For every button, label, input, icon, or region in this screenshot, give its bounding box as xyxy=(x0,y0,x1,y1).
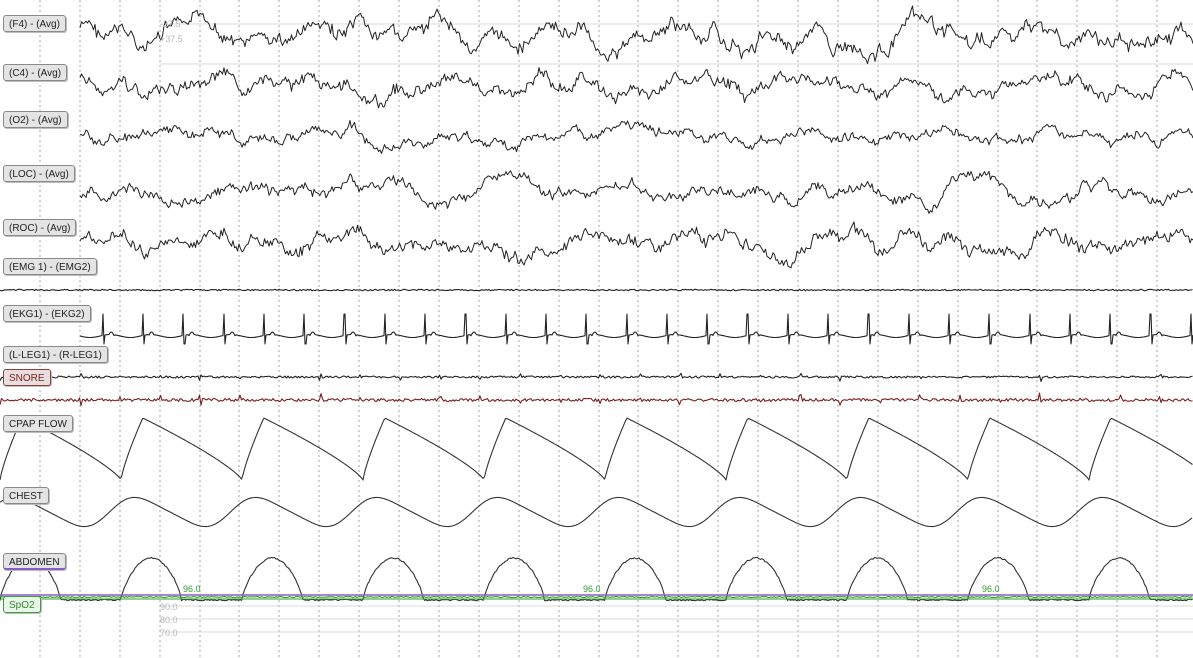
trace-c4 xyxy=(79,67,1193,109)
trace-roc xyxy=(79,221,1193,269)
trace-flow xyxy=(0,417,1193,481)
channel-label-chest[interactable]: CHEST xyxy=(3,487,49,504)
eeg-scale-label-neg: -37.5 xyxy=(160,19,181,29)
spo2-value-label: 96.0 xyxy=(583,584,601,594)
time-grid xyxy=(39,0,1193,658)
channel-label-emg[interactable]: (EMG 1) - (EMG2) xyxy=(3,258,97,275)
spo2-value-label: 96.0 xyxy=(982,584,1000,594)
channel-label-o2[interactable]: (O2) - (Avg) xyxy=(3,111,68,128)
channel-label-c4[interactable]: (C4) - (Avg) xyxy=(3,64,68,81)
spo2-scale-label: 90.0 xyxy=(160,602,178,612)
channel-label-roc[interactable]: (ROC) - (Avg) xyxy=(3,219,77,236)
spo2-value-label: 96.0 xyxy=(183,584,201,594)
channel-label-cpap-flow[interactable]: CPAP FLOW xyxy=(3,415,73,432)
eeg-scale-label-pos: +37.5 xyxy=(160,34,183,44)
channel-label-leg[interactable]: (L-LEG1) - (R-LEG1) xyxy=(3,346,108,363)
spo2-scale-label: 80.0 xyxy=(160,615,178,625)
trace-o2 xyxy=(79,120,1193,154)
channel-label-abdomen[interactable]: ABDOMEN xyxy=(3,553,66,570)
trace-loc xyxy=(79,170,1193,214)
spo2-scale-label: 70.0 xyxy=(160,628,178,638)
waveform-group xyxy=(0,5,1193,602)
channel-label-f4[interactable]: (F4) - (Avg) xyxy=(3,15,66,32)
trace-emg xyxy=(0,288,1193,292)
channel-label-ekg[interactable]: (EKG1) - (EKG2) xyxy=(3,305,91,322)
channel-label-loc[interactable]: (LOC) - (Avg) xyxy=(3,165,75,182)
trace-spo2 xyxy=(0,595,1193,599)
trace-abd xyxy=(0,556,1193,602)
trace-f4 xyxy=(79,5,1193,65)
trace-chest xyxy=(0,496,1193,528)
channel-label-spo2[interactable]: SpO2 xyxy=(3,596,41,613)
channel-label-snore[interactable]: SNORE xyxy=(3,369,51,386)
trace-snore xyxy=(0,392,1193,407)
trace-ekg xyxy=(79,313,1193,345)
trace-leg xyxy=(0,372,1193,382)
